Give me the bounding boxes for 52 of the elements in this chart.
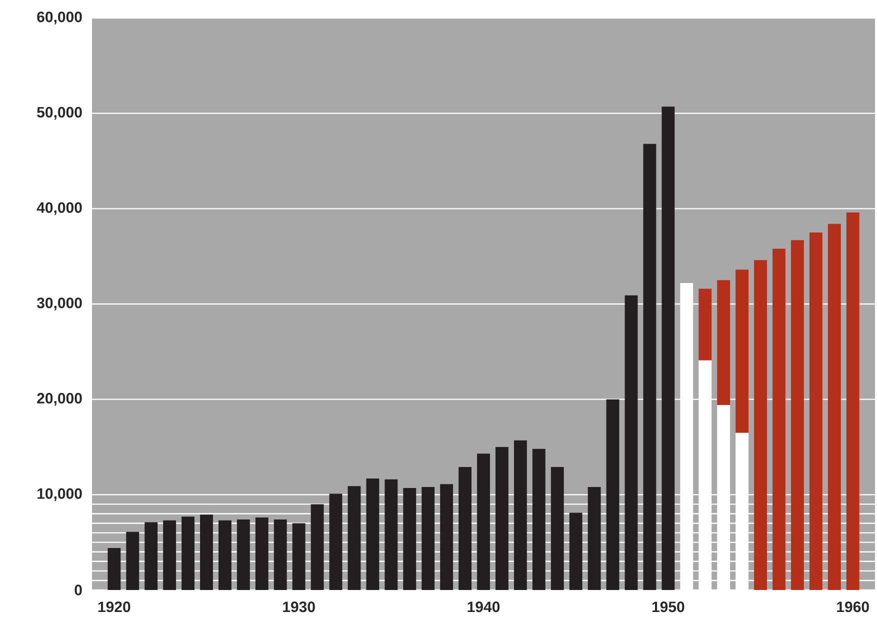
y-tick-label: 60,000 [37,12,82,24]
bar [403,488,416,590]
bar [698,288,712,360]
bar [772,248,786,590]
bar [182,516,194,590]
bar [662,106,675,590]
x-tick-label: 1930 [283,602,315,612]
bar [624,295,638,590]
bar [200,514,213,590]
y-tick-label: 20,000 [37,392,82,406]
x-tick-label: 1920 [98,602,130,612]
bar [588,487,601,590]
bar [366,478,380,590]
bar [292,523,306,590]
bar [643,144,656,590]
bar [477,454,490,590]
bar [218,520,232,590]
x-tick-label: 1950 [652,602,684,612]
bar [329,494,342,590]
bar [348,486,361,590]
bar [144,522,158,590]
bar [384,479,398,590]
bar [736,270,749,433]
bar [108,548,121,590]
bar [236,519,250,590]
bar [790,240,804,590]
bar [717,280,730,406]
y-tick-label: 10,000 [38,488,82,502]
bar [569,512,582,590]
y-tick-label: 50,000 [37,106,82,120]
bar [809,232,822,590]
bar [606,399,620,590]
bar [458,467,472,590]
bar [846,212,860,590]
bar [310,504,324,590]
y-tick-label: 0 [74,584,82,596]
bar [440,484,454,590]
bar [550,467,564,590]
bar [422,487,435,590]
y-tick-label: 40,000 [36,202,82,216]
x-tick-label: 1940 [468,602,500,612]
bar [532,448,546,590]
bar [163,520,176,590]
bar [274,519,287,590]
bar [496,447,508,590]
bar [754,260,767,590]
x-tick-label: 1960 [837,602,869,612]
y-tick-label: 30,000 [36,298,82,310]
bar [828,224,841,590]
bar [126,532,140,590]
bar [255,518,268,590]
bar [514,440,527,590]
